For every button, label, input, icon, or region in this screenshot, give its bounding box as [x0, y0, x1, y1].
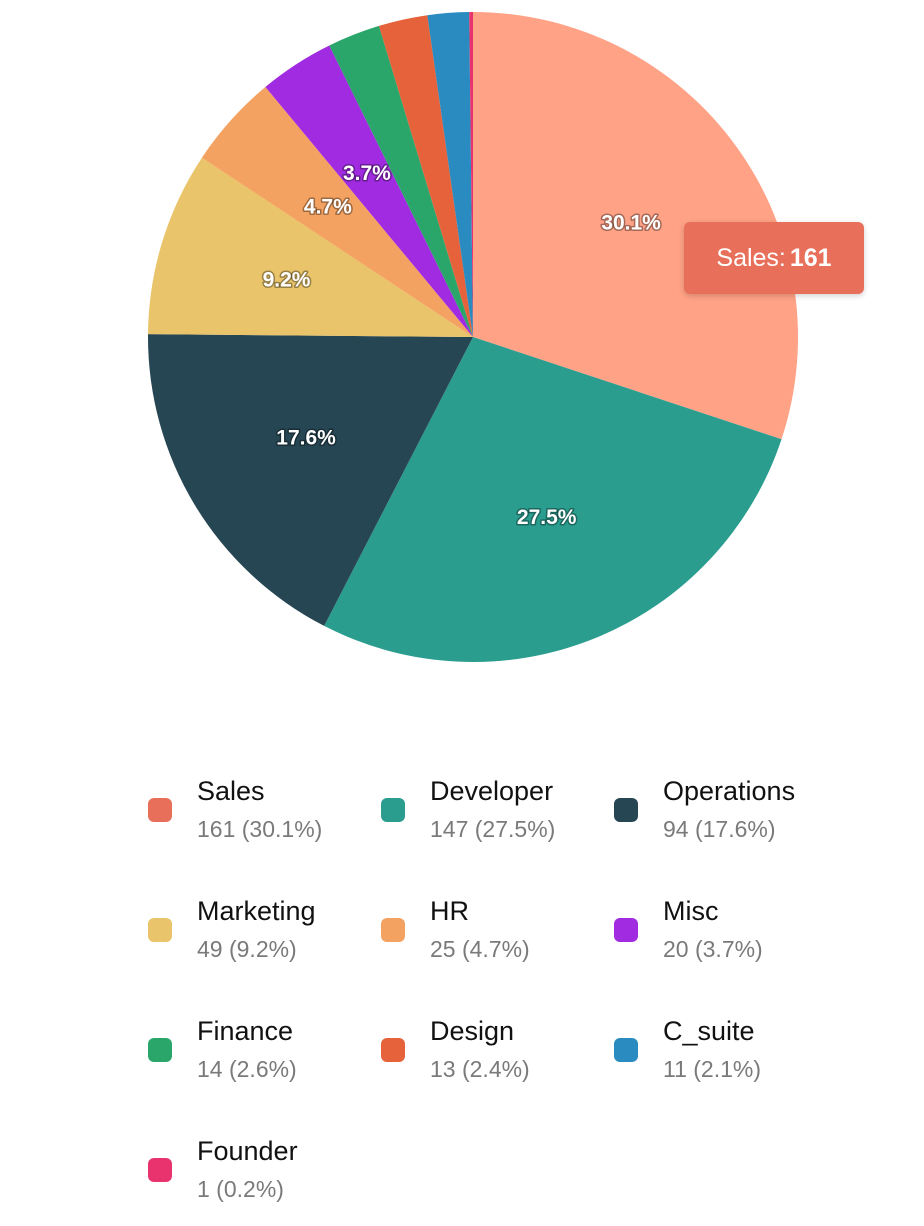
pie-slice-design[interactable] [378, 15, 473, 338]
legend-label: HR [430, 896, 469, 926]
slice-label-misc: 3.7% [343, 162, 391, 185]
legend-value: 1 (0.2%) [197, 1176, 284, 1202]
legend-item-finance[interactable]: Finance 14 (2.6%) [148, 1012, 381, 1092]
legend-item-misc[interactable]: Misc 20 (3.7%) [614, 892, 847, 972]
slice-label-hr: 4.7% [304, 195, 352, 218]
legend-value: 11 (2.1%) [663, 1056, 762, 1082]
pie-slices [147, 12, 798, 662]
legend-label: Misc [663, 896, 719, 926]
legend-item-developer[interactable]: Developer 147 (27.5%) [381, 772, 614, 852]
legend-value: 25 (4.7%) [430, 936, 530, 962]
legend-value: 49 (9.2%) [197, 936, 297, 962]
tooltip-value: 161 [789, 243, 832, 272]
legend-label: Finance [197, 1016, 294, 1046]
pie-slice-labels: 30.1% 27.5% 17.6% 9.2% 4.7% 3.7% [261, 160, 663, 530]
pie-slice-marketing[interactable] [148, 157, 473, 337]
pie-slice-finance[interactable] [329, 25, 473, 338]
legend-label: C_suite [663, 1016, 755, 1046]
legend-item-design[interactable]: Design 13 (2.4%) [381, 1012, 614, 1092]
pie-slice-hr[interactable] [201, 86, 473, 337]
legend-swatch [148, 918, 172, 942]
legend-swatch [614, 1038, 638, 1062]
legend-swatch [381, 1038, 405, 1062]
legend-label: Developer [430, 776, 554, 806]
pie-slice-operations[interactable] [147, 334, 473, 626]
legend-label: Operations [663, 776, 796, 806]
legend-label: Sales [197, 776, 265, 806]
hover-tooltip: Sales: 161 [684, 222, 864, 294]
legend-item-operations[interactable]: Operations 94 (17.6%) [614, 772, 847, 852]
legend-value: 13 (2.4%) [430, 1056, 530, 1082]
legend-value: 147 (27.5%) [430, 816, 556, 842]
legend-item-hr[interactable]: HR 25 (4.7%) [381, 892, 614, 972]
legend-swatch [148, 1158, 172, 1182]
legend-item-c-suite[interactable]: C_suite 11 (2.1%) [614, 1012, 847, 1092]
legend-swatch [614, 918, 638, 942]
tooltip-label: Sales: [716, 243, 786, 272]
pie-slice-misc[interactable] [265, 45, 473, 337]
legend-value: 94 (17.6%) [663, 816, 776, 842]
pie-slice-developer[interactable] [324, 337, 782, 662]
legend-swatch [148, 1038, 172, 1062]
legend-item-marketing[interactable]: Marketing 49 (9.2%) [148, 892, 381, 972]
legend-value: 14 (2.6%) [197, 1056, 297, 1082]
pie-slice-sales[interactable] [473, 12, 798, 440]
legend-swatch [381, 798, 405, 822]
pie-chart: 30.1% 27.5% 17.6% 9.2% 4.7% 3.7% [147, 12, 798, 662]
legend-item-sales[interactable]: Sales 161 (30.1%) [148, 772, 381, 852]
slice-label-operations: 17.6% [276, 426, 336, 449]
legend-item-founder[interactable]: Founder 1 (0.2%) [148, 1132, 381, 1212]
pie-slice-c-suite[interactable] [427, 12, 473, 338]
legend-value: 161 (30.1%) [197, 816, 323, 842]
legend-label: Marketing [197, 896, 316, 926]
legend-swatch [148, 798, 172, 822]
legend-label: Design [430, 1016, 515, 1046]
slice-label-developer: 27.5% [517, 506, 577, 529]
legend-label: Founder [197, 1136, 298, 1166]
pie-slice-founder[interactable] [469, 12, 473, 337]
slice-label-marketing: 9.2% [263, 269, 311, 292]
slice-label-sales: 30.1% [601, 211, 661, 234]
legend-swatch [614, 798, 638, 822]
legend-value: 20 (3.7%) [663, 936, 763, 962]
legend-swatch [381, 918, 405, 942]
